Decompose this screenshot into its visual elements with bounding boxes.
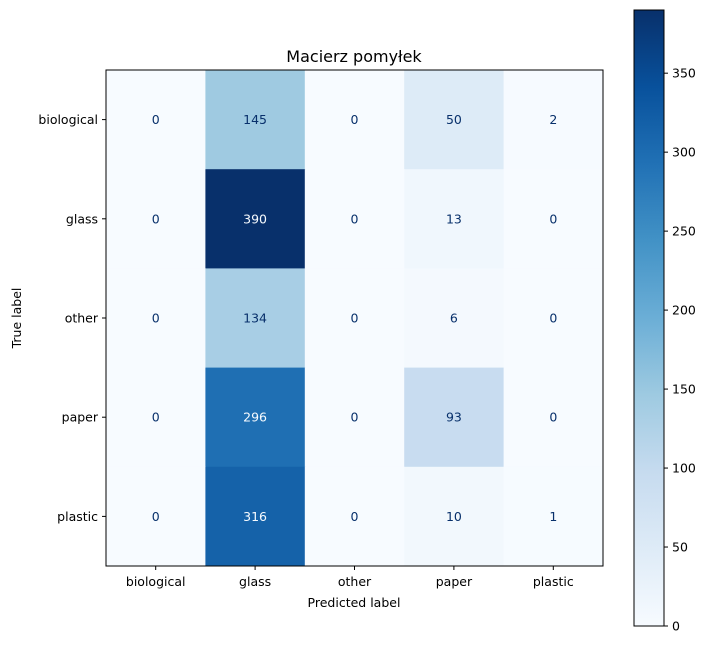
y-tick-label: paper [62,410,99,425]
colorbar-tick-label: 0 [672,619,680,634]
y-tick-label: plastic [57,509,98,524]
heatmap-cell-glass-biological [106,169,206,269]
heatmap-cell-glass-plastic [503,169,604,269]
heatmap-cell-labels: 0 145 0 50 2 0 390 0 13 0 0 134 0 6 0 0 296 0 93 0 0 316 0 10 1 [152,112,558,524]
y-tick-label: other [65,311,99,326]
y-axis: biological glass other paper plastic [38,112,106,524]
cell-value-label: 93 [446,410,462,425]
heatmap-cell-plastic-other [304,466,405,567]
heatmap-cell-biological-paper [404,70,505,170]
heatmap-cell-biological-biological [106,70,206,170]
colorbar-tick-label: 250 [672,224,696,239]
heatmap-cell-glass-other [304,169,405,269]
heatmap-cell-other-paper [404,268,505,369]
cell-value-label: 0 [351,112,359,127]
cell-value-label: 0 [351,311,359,326]
heatmap-cell-plastic-biological [106,466,206,567]
heatmap-cell-plastic-plastic [503,466,604,567]
cell-value-label: 0 [351,211,359,226]
cell-value-label: 316 [243,509,267,524]
cell-value-label: 0 [549,311,557,326]
heatmap-cells [106,70,604,567]
cell-value-label: 0 [152,211,160,226]
cell-value-label: 6 [450,311,458,326]
cell-value-label: 50 [446,112,462,127]
x-axis: biological glass other paper plastic [126,566,574,589]
heatmap-cell-paper-plastic [503,367,604,468]
heatmap-cell-other-other [304,268,405,369]
y-axis-label: True label [9,288,24,350]
heatmap-cell-paper-other [304,367,405,468]
chart-title: Macierz pomyłek [286,47,422,66]
cell-value-label: 0 [549,211,557,226]
heatmap-cell-glass-paper [404,169,505,269]
cell-value-label: 0 [152,410,160,425]
heatmap-cell-plastic-glass [205,466,306,567]
heatmap-cell-paper-paper [404,367,505,468]
x-tick-label: other [338,574,372,589]
cell-value-label: 0 [152,509,160,524]
x-tick-label: plastic [533,574,574,589]
colorbar [633,9,665,627]
colorbar-tick-label: 50 [672,540,688,555]
colorbar-tick-label: 300 [672,145,696,160]
heatmap-cell-other-glass [205,268,306,369]
heatmap-cell-biological-glass [205,70,306,170]
heatmap-cell-glass-glass [205,169,306,269]
cell-value-label: 0 [351,410,359,425]
cell-value-label: 0 [152,112,160,127]
cell-value-label: 2 [549,112,557,127]
heatmap-cell-biological-other [304,70,405,170]
heatmap-cell-paper-biological [106,367,206,468]
x-tick-label: glass [239,574,271,589]
colorbar-tick-label: 350 [672,66,696,81]
colorbar-tick-label: 200 [672,303,696,318]
colorbar-ticks: 0 50 100 150 200 250 300 350 [664,66,696,634]
heatmap-cell-paper-glass [205,367,306,468]
heatmap-cell-other-biological [106,268,206,369]
cell-value-label: 10 [446,509,462,524]
x-tick-label: paper [436,574,473,589]
y-tick-label: glass [66,211,98,226]
colorbar-tick-label: 150 [672,382,696,397]
x-tick-label: biological [126,574,186,589]
x-axis-label: Predicted label [308,595,401,610]
cell-value-label: 0 [351,509,359,524]
cell-value-label: 145 [243,112,267,127]
cell-value-label: 13 [446,211,462,226]
cell-value-label: 1 [549,509,557,524]
colorbar-tick-label: 100 [672,461,696,476]
cell-value-label: 0 [152,311,160,326]
cell-value-label: 134 [243,311,267,326]
heatmap-cell-plastic-paper [404,466,505,567]
cell-value-label: 390 [243,211,267,226]
heatmap-cell-other-plastic [503,268,604,369]
cell-value-label: 296 [243,410,267,425]
y-tick-label: biological [38,112,98,127]
cell-value-label: 0 [549,410,557,425]
heatmap-cell-biological-plastic [503,70,604,170]
